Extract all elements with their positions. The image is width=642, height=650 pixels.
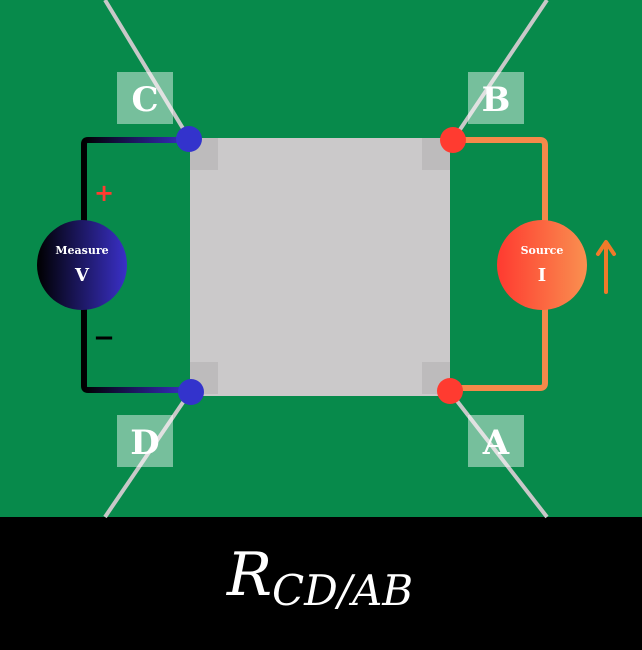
formula-main: R [226,540,272,610]
voltmeter-circle [37,220,127,310]
contact-dot-a [437,378,463,404]
contact-dot-c [176,126,202,152]
formula-subscript: CD/AB [272,566,413,615]
corner-label-box-a [468,415,524,467]
corner-label-a: A [482,423,510,463]
corner-label-c: C [131,80,158,120]
contact-dot-d [178,379,204,405]
probe-wire-b [451,0,549,142]
minus-sign: − [93,323,115,353]
corner-label-d: D [130,423,159,463]
formula-text: RCD/AB [226,540,413,615]
voltmeter-title: Measure [55,244,108,257]
corner-label-box-b [468,72,524,124]
probe-wire-c [103,0,192,142]
contact-dot-b [440,127,466,153]
probe-wire-a [448,390,549,519]
formula-panel [0,517,642,650]
corner-label-box-d [117,415,173,467]
current-arrow-icon [596,240,616,294]
source-symbol: I [538,265,546,286]
voltmeter-symbol: V [74,265,90,286]
source-title: Source [521,244,564,257]
plus-sign: + [94,179,114,207]
corner-label-box-c [117,72,173,124]
sample-square [190,138,450,396]
source-circle [497,220,587,310]
probe-wire-d [103,390,192,519]
corner-label-b: B [482,80,511,120]
